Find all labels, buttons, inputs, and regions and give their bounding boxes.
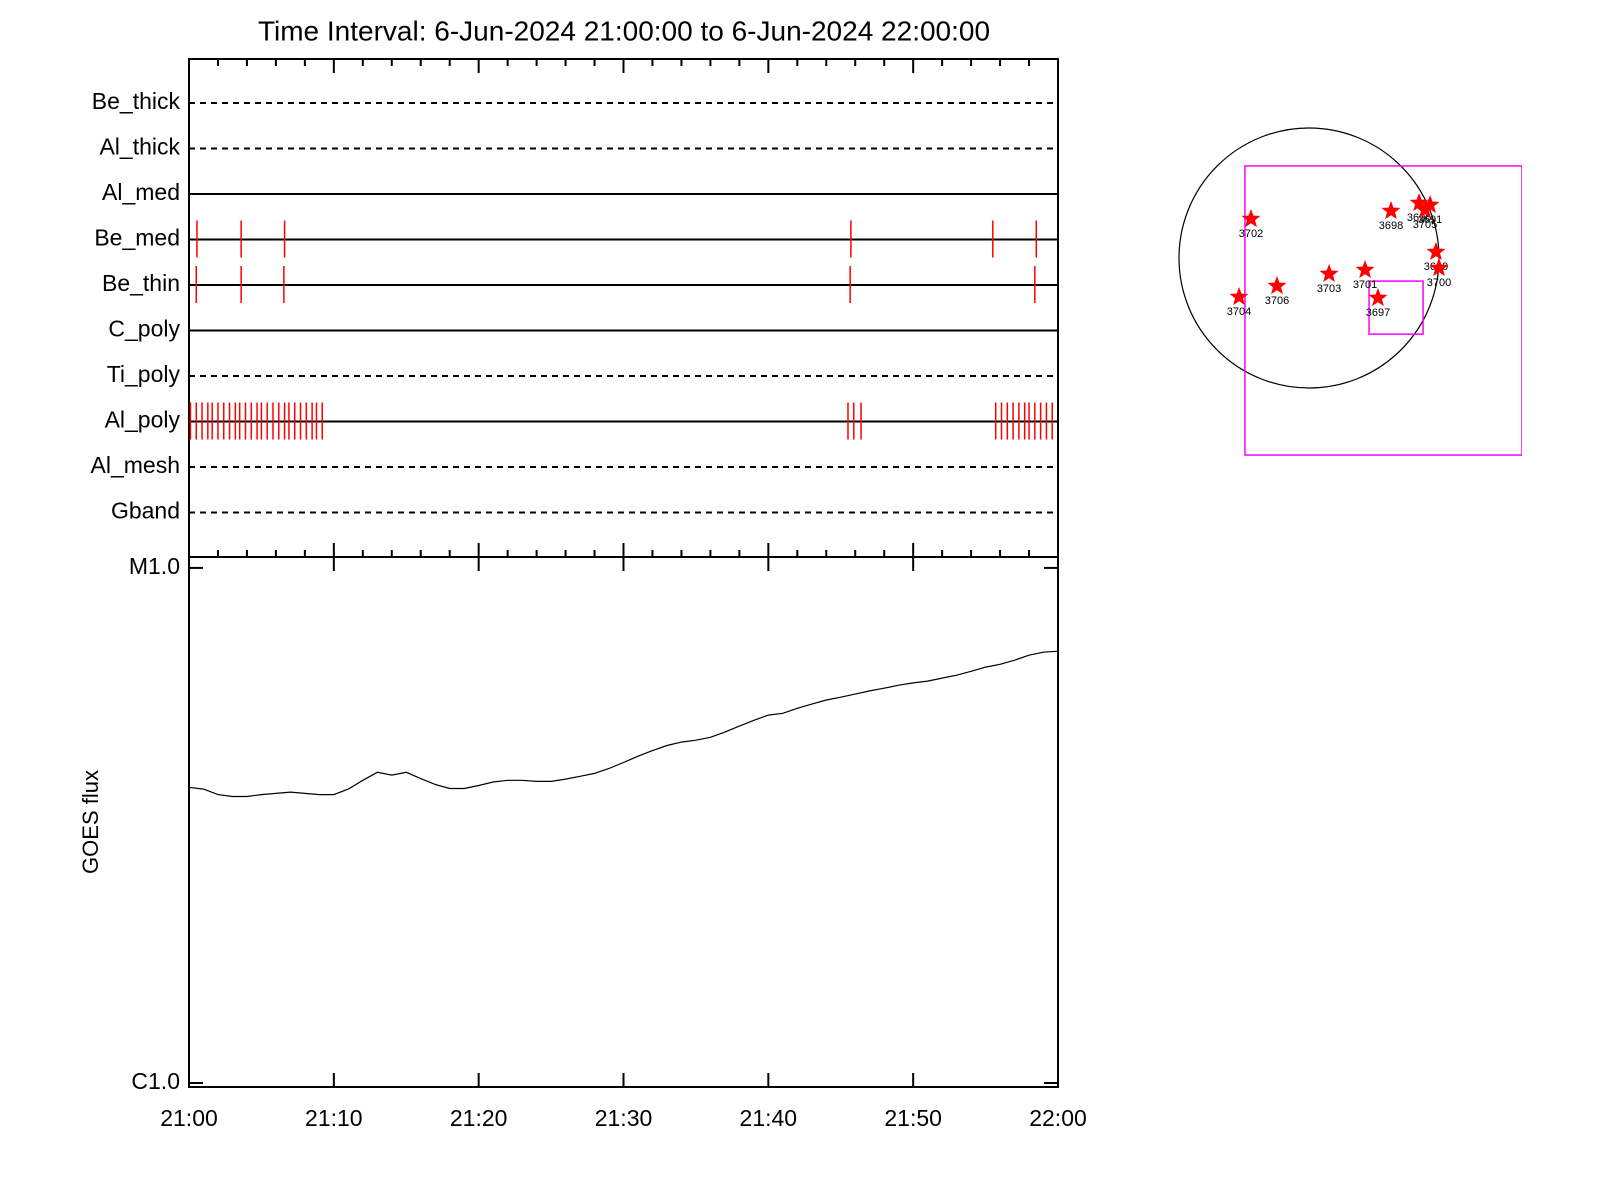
row-label: Be_med [94,225,180,251]
region-label: 3698 [1379,220,1403,232]
region-star [1426,242,1446,260]
region-star [1415,200,1435,219]
x-tick-label: 21:30 [595,1105,653,1131]
row-label: Al_mesh [91,452,180,478]
region-star [1241,209,1261,228]
chart-title: Time Interval: 6-Jun-2024 21:00:00 to 6-… [258,15,990,46]
region-label: 3696 [1407,212,1431,224]
fov-box [1244,165,1522,456]
row-label: Al_med [102,179,180,205]
x-tick-label: 21:20 [450,1105,508,1131]
region-label: 3706 [1265,295,1289,307]
y-tick-label: C1.0 [131,1068,180,1094]
region-star [1267,276,1287,295]
region-star [1429,258,1449,277]
row-label: Al_poly [105,407,181,433]
region-star [1229,287,1249,306]
region-label: 3705 [1413,219,1437,231]
region-label: 3697 [1366,307,1390,319]
region-star [1355,260,1375,278]
y-axis-label: GOES flux [78,770,103,874]
flux-line [188,650,1059,798]
region-star [1420,195,1440,213]
region-label: 3702 [1239,228,1263,240]
x-tick-label: 21:10 [305,1105,363,1131]
region-label: 3691 [1418,214,1442,226]
region-label: 3700 [1427,277,1451,289]
x-tick-label: 21:50 [884,1105,942,1131]
region-star [1368,288,1388,307]
row-label: Al_thick [99,134,180,160]
row-label: Be_thin [102,270,180,296]
fov-box [1368,280,1424,335]
region-star [1409,193,1429,212]
region-star [1319,263,1339,282]
x-tick-label: 21:00 [160,1105,218,1131]
x-tick-label: 22:00 [1029,1105,1087,1131]
region-star [1381,201,1401,220]
row-label: Be_thick [92,88,181,114]
x-tick-label: 21:40 [740,1105,798,1131]
row-label: Gband [111,498,180,524]
region-label: 3704 [1227,306,1251,318]
row-label: C_poly [108,316,180,342]
row-label: Ti_poly [107,361,181,387]
y-tick-label: M1.0 [129,553,180,579]
region-label: 3701 [1353,279,1377,291]
region-label: 3703 [1317,283,1341,295]
